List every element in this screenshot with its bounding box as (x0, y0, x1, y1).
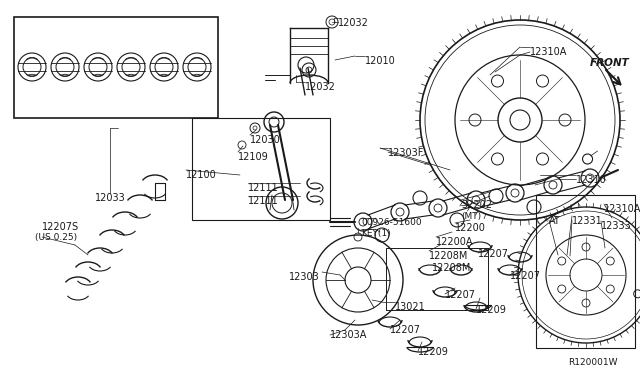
Text: FRONT: FRONT (590, 58, 630, 68)
Text: 12303: 12303 (289, 272, 320, 282)
Text: AT: AT (549, 216, 561, 226)
Text: 12209: 12209 (418, 347, 449, 357)
Text: 12333: 12333 (601, 221, 632, 231)
Bar (536, 195, 635, 348)
Text: 12209: 12209 (476, 305, 507, 315)
Text: 13021: 13021 (395, 302, 426, 312)
Text: 12111: 12111 (248, 196, 279, 206)
Text: 12331: 12331 (572, 216, 603, 226)
Text: 12111: 12111 (248, 183, 279, 193)
Text: (MT): (MT) (461, 212, 481, 221)
Text: 12109: 12109 (238, 152, 269, 162)
Text: 12100: 12100 (186, 170, 217, 180)
Text: 12030: 12030 (250, 135, 281, 145)
Text: 12010: 12010 (365, 56, 396, 66)
Text: 12310: 12310 (576, 175, 607, 185)
Text: 12207: 12207 (390, 325, 421, 335)
Text: 12200A: 12200A (436, 237, 474, 247)
Text: 12032: 12032 (338, 18, 369, 28)
Bar (14, 17, 218, 118)
Text: 00926-51600: 00926-51600 (361, 218, 422, 227)
Text: 12207: 12207 (478, 249, 509, 259)
Text: 12208M: 12208M (432, 263, 472, 273)
Text: 32202: 32202 (461, 200, 492, 210)
Text: KEY(1): KEY(1) (361, 229, 390, 238)
Text: R120001W: R120001W (568, 358, 618, 367)
Text: (US 0.25): (US 0.25) (35, 233, 77, 242)
Text: 12207S: 12207S (42, 222, 79, 232)
Text: 12208M: 12208M (429, 251, 468, 261)
Bar (386, 248, 488, 310)
Text: 12310A: 12310A (604, 204, 640, 214)
Text: 12033: 12033 (95, 193, 125, 203)
Bar (192, 118, 330, 220)
Text: 12303F: 12303F (388, 148, 424, 158)
Text: 12207: 12207 (445, 290, 476, 300)
Text: 12303A: 12303A (330, 330, 367, 340)
Text: 12310A: 12310A (530, 47, 568, 57)
Text: 12032: 12032 (305, 82, 336, 92)
Text: 12200: 12200 (455, 223, 486, 233)
Text: 12207: 12207 (510, 271, 541, 281)
